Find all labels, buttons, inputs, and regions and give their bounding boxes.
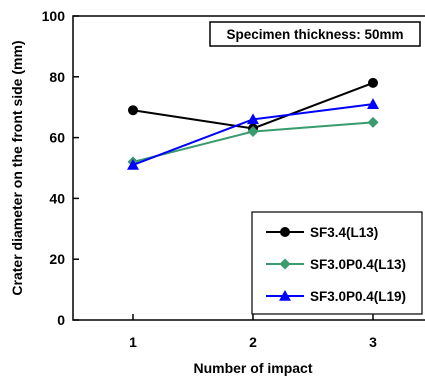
legend: SF3.4(L13) SF3.0P0.4(L13) SF3.0P0.4(L19) bbox=[251, 211, 423, 315]
y-tick-label: 100 bbox=[42, 8, 66, 24]
legend-item: SF3.0P0.4(L13) bbox=[266, 257, 406, 272]
legend-label: SF3.0P0.4(L19) bbox=[310, 289, 406, 304]
annotation-text: Specimen thickness: 50mm bbox=[226, 27, 403, 42]
data-point bbox=[128, 105, 138, 116]
x-tick-label: 2 bbox=[249, 334, 257, 350]
legend-label: SF3.0P0.4(L13) bbox=[310, 257, 406, 272]
y-tick-label: 0 bbox=[57, 312, 65, 328]
y-tick-label: 20 bbox=[49, 251, 65, 267]
legend-label: SF3.4(L13) bbox=[310, 225, 378, 240]
annotation-box: Specimen thickness: 50mm bbox=[209, 21, 421, 47]
y-tick-label: 60 bbox=[49, 130, 65, 146]
series-3 bbox=[127, 98, 379, 170]
y-axis-title: Crater diameter on the front side (mm) bbox=[9, 40, 25, 295]
legend-marker bbox=[280, 227, 290, 237]
y-tick-label: 80 bbox=[49, 69, 65, 85]
data-point bbox=[247, 126, 259, 138]
data-point bbox=[247, 113, 259, 125]
legend-marker bbox=[279, 290, 291, 301]
x-tick-label: 3 bbox=[369, 334, 377, 350]
x-tick-label: 1 bbox=[129, 334, 137, 350]
data-point bbox=[367, 116, 379, 128]
legend-item: SF3.0P0.4(L19) bbox=[266, 289, 406, 304]
y-tick-label: 40 bbox=[49, 190, 65, 206]
legend-marker bbox=[279, 258, 291, 270]
x-axis-title: Number of impact bbox=[193, 360, 312, 376]
data-point bbox=[127, 158, 139, 170]
data-point bbox=[368, 77, 378, 88]
legend-item: SF3.4(L13) bbox=[266, 225, 378, 240]
data-point bbox=[367, 98, 379, 109]
